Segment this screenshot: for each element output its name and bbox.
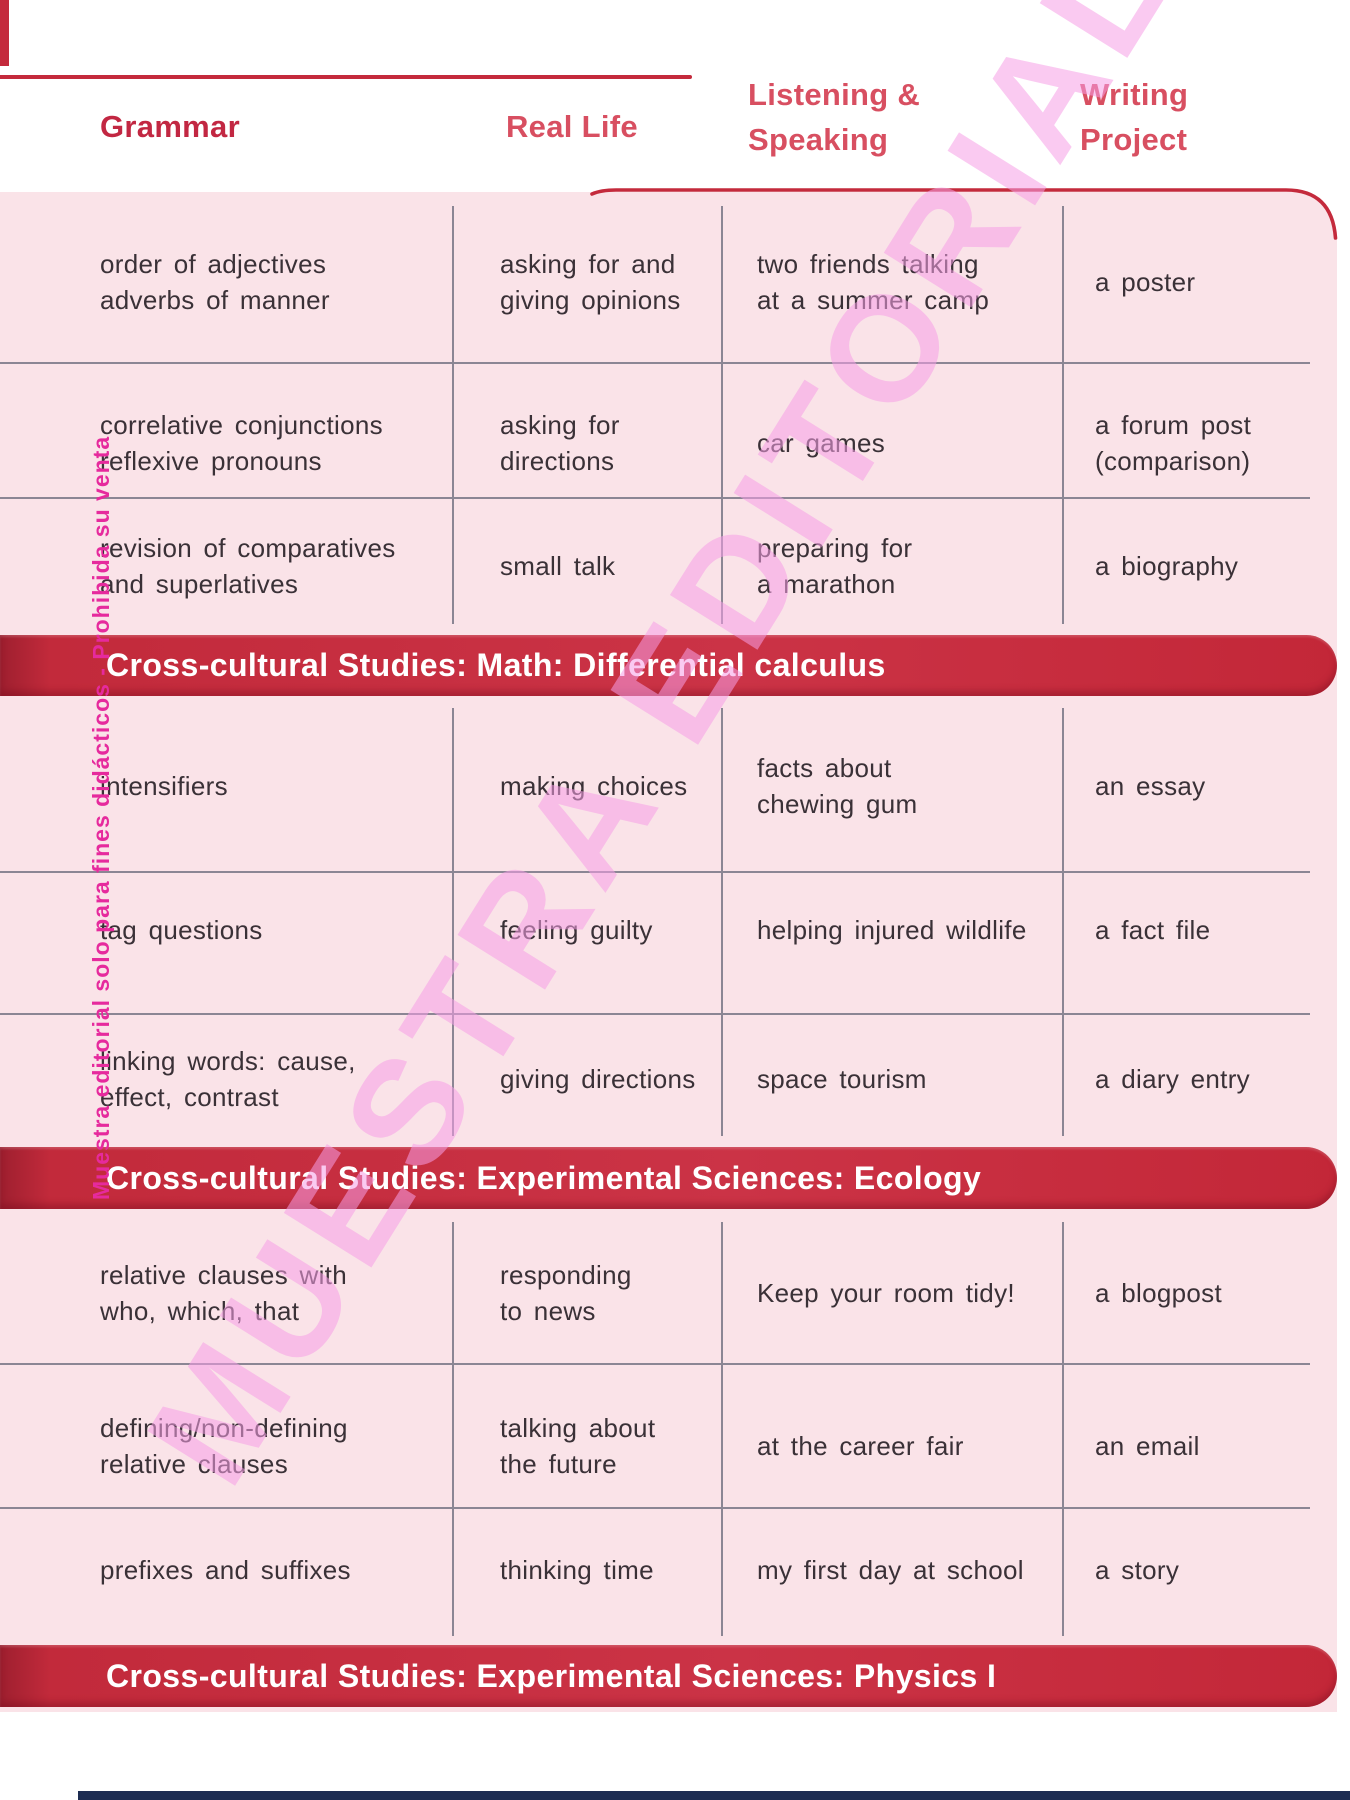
cell-real-life: talking about the future (500, 1413, 656, 1479)
cell-grammar: defining/non-defining relative clauses (100, 1413, 348, 1479)
cell-listening-speaking: space tourism (757, 1064, 927, 1094)
cell-listening-speaking: car games (757, 428, 886, 458)
table-row: tag questions feeling guilty helping inj… (0, 894, 1337, 966)
cell-real-life: asking for directions (500, 410, 620, 476)
cell-writing-project: an essay (1095, 771, 1206, 801)
table-row: order of adjectives adverbs of manner as… (0, 246, 1337, 318)
table-row: linking words: cause, effect, contrast g… (0, 1043, 1337, 1115)
cell-grammar: intensifiers (100, 771, 228, 801)
section-banner: Cross-cultural Studies: Math: Differenti… (0, 635, 1337, 696)
cell-grammar: correlative conjunctions reflexive prono… (100, 410, 383, 476)
row-divider (0, 1363, 1310, 1365)
cell-writing-project: a blogpost (1095, 1278, 1222, 1308)
cell-listening-speaking: helping injured wildlife (757, 915, 1027, 945)
row-divider (0, 871, 1310, 873)
table-row: revision of comparatives and superlative… (0, 530, 1337, 602)
table-top-border-right (590, 188, 1338, 240)
column-divider (452, 708, 454, 1136)
cell-writing-project: a poster (1095, 267, 1196, 297)
table-row: defining/non-defining relative clauses t… (0, 1410, 1337, 1482)
footer-navy-bar (78, 1791, 1350, 1800)
column-header-real-life: Real Life (506, 109, 638, 144)
table-row: correlative conjunctions reflexive prono… (0, 407, 1337, 479)
cell-grammar: prefixes and suffixes (100, 1555, 351, 1585)
cell-grammar: linking words: cause, effect, contrast (100, 1046, 356, 1112)
cell-real-life: feeling guilty (500, 915, 653, 945)
table-row: prefixes and suffixes thinking time my f… (0, 1534, 1337, 1606)
cell-writing-project: an email (1095, 1431, 1200, 1461)
table-background (0, 192, 1337, 1712)
cell-real-life: responding to news (500, 1260, 632, 1326)
cell-real-life: small talk (500, 551, 616, 581)
cell-grammar: revision of comparatives and superlative… (100, 533, 396, 599)
table-row: intensifiers making choices facts about … (0, 750, 1337, 822)
cell-grammar: tag questions (100, 915, 263, 945)
column-divider (721, 206, 723, 624)
column-divider (1062, 206, 1064, 624)
row-divider (0, 1507, 1310, 1509)
column-header-grammar: Grammar (100, 109, 240, 144)
column-divider (1062, 1222, 1064, 1636)
page-edge-red-strip (0, 0, 9, 66)
row-divider (0, 497, 1310, 499)
cell-writing-project: a fact file (1095, 915, 1211, 945)
table-row: relative clauses with who, which, that r… (0, 1257, 1337, 1329)
column-header-listening-speaking: Listening & Speaking (748, 77, 921, 157)
column-divider (452, 1222, 454, 1636)
column-header-writing-project: Writing Project (1080, 77, 1189, 157)
cell-listening-speaking: Keep your room tidy! (757, 1278, 1015, 1308)
legal-notice-vertical-text: Muestra editorial solo para fines didáct… (88, 435, 114, 1200)
cell-listening-speaking: facts about chewing gum (757, 753, 918, 819)
cell-real-life: thinking time (500, 1555, 654, 1585)
cell-listening-speaking: at the career fair (757, 1431, 964, 1461)
column-divider (1062, 708, 1064, 1136)
cell-real-life: giving directions (500, 1064, 696, 1094)
cell-listening-speaking: preparing for a marathon (757, 533, 913, 599)
column-divider (452, 206, 454, 624)
section-banner: Cross-cultural Studies: Experimental Sci… (0, 1645, 1337, 1707)
cell-writing-project: a diary entry (1095, 1064, 1250, 1094)
cell-listening-speaking: two friends talking at a summer camp (757, 249, 990, 315)
column-divider (721, 708, 723, 1136)
table-top-border-left (0, 75, 692, 79)
cell-real-life: asking for and giving opinions (500, 249, 681, 315)
cell-writing-project: a biography (1095, 551, 1239, 581)
row-divider (0, 1013, 1310, 1015)
cell-grammar: relative clauses with who, which, that (100, 1260, 347, 1326)
row-divider (0, 362, 1310, 364)
cell-real-life: making choices (500, 771, 688, 801)
cell-listening-speaking: my first day at school (757, 1555, 1024, 1585)
cell-writing-project: a forum post (comparison) (1095, 410, 1252, 476)
cell-grammar: order of adjectives adverbs of manner (100, 249, 330, 315)
cell-writing-project: a story (1095, 1555, 1180, 1585)
section-banner: Cross-cultural Studies: Experimental Sci… (0, 1147, 1337, 1209)
column-divider (721, 1222, 723, 1636)
